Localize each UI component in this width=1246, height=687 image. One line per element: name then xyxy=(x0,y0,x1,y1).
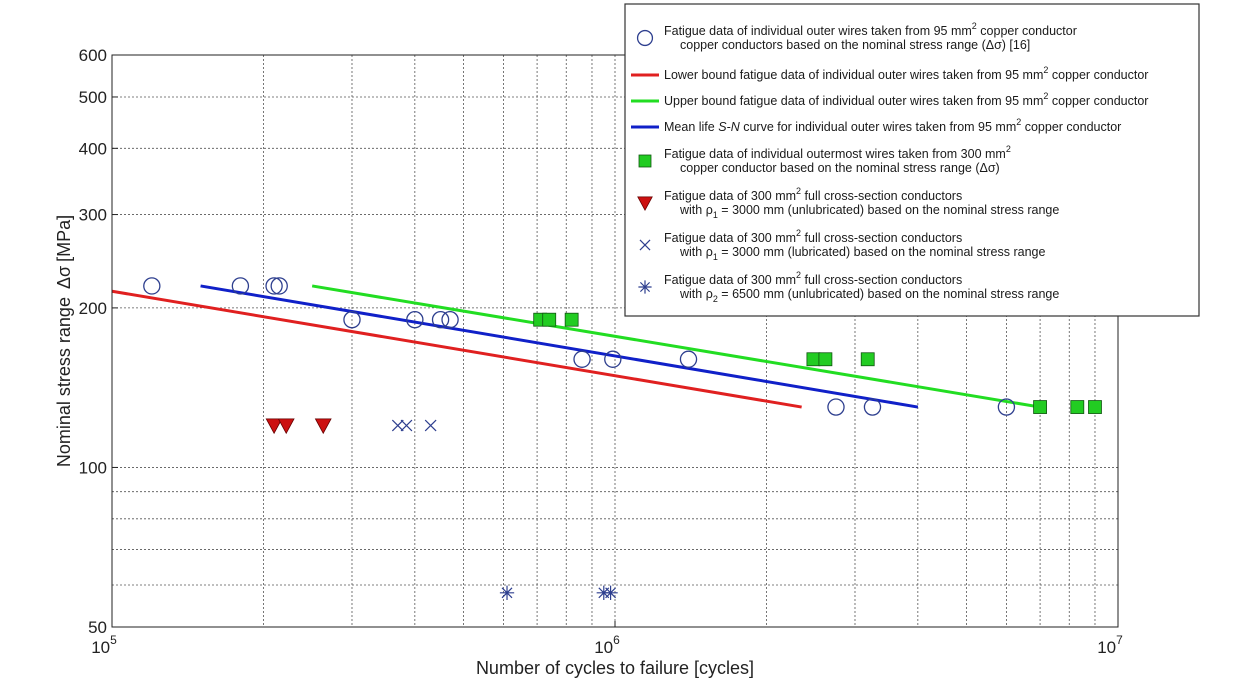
data-point-4-2 xyxy=(564,312,579,327)
y-tick-label: 100 xyxy=(79,458,107,477)
legend-entry-2: Upper bound fatigue data of individual o… xyxy=(631,91,1148,108)
legend-label-line2-5: with ρ1 = 3000 mm (unlubricated) based o… xyxy=(679,203,1059,220)
data-point-4-6 xyxy=(1033,400,1047,414)
y-tick-label: 300 xyxy=(79,206,107,225)
legend-label-1: Lower bound fatigue data of individual o… xyxy=(664,65,1148,82)
data-point-5-0 xyxy=(265,418,283,435)
data-point-0-2 xyxy=(265,277,283,295)
data-point-4-3 xyxy=(806,352,821,367)
legend-label-line2-7: with ρ2 = 6500 mm (unlubricated) based o… xyxy=(679,287,1059,304)
legend-entry-7: Fatigue data of 300 mm2 full cross-secti… xyxy=(638,270,1059,304)
legend-box xyxy=(624,3,1200,317)
legend-symbol-4 xyxy=(638,154,652,168)
data-point-4-1 xyxy=(542,312,557,327)
legend-entry-1: Lower bound fatigue data of individual o… xyxy=(631,65,1148,82)
data-point-5-2 xyxy=(314,418,332,435)
data-point-0-9 xyxy=(604,350,622,368)
legend-label-line2-0: copper conductors based on the nominal s… xyxy=(680,38,1030,52)
data-point-0-6 xyxy=(431,310,450,329)
data-point-4-4 xyxy=(818,352,833,367)
x-tick-label: 105 xyxy=(91,633,117,657)
data-point-4-7 xyxy=(1070,400,1085,414)
legend-label-4: Fatigue data of individual outermost wir… xyxy=(664,144,1011,161)
legend-entry-0: Fatigue data of individual outer wires t… xyxy=(636,21,1077,52)
x-tick-label: 106 xyxy=(594,633,620,657)
fit-line-1 xyxy=(111,289,802,409)
legend-symbol-6 xyxy=(639,239,651,251)
legend-label-line2-6: with ρ1 = 3000 mm (lubricated) based on … xyxy=(679,245,1045,262)
legend-label-line2-4: copper conductor based on the nominal st… xyxy=(680,161,1000,175)
data-point-0-4 xyxy=(343,310,361,329)
y-tick-label: 50 xyxy=(88,618,107,637)
legend-symbol-5 xyxy=(637,196,653,212)
data-point-6-1 xyxy=(400,419,413,432)
data-point-0-11 xyxy=(827,398,845,416)
data-point-0-8 xyxy=(573,350,591,368)
data-point-7-0 xyxy=(499,585,515,600)
legend-label-7: Fatigue data of 300 mm2 full cross-secti… xyxy=(664,270,962,287)
y-tick-label: 200 xyxy=(79,299,107,318)
data-point-0-10 xyxy=(679,350,698,368)
x-axis-ticks: 105 106 107 xyxy=(91,621,1123,657)
legend-entry-6: Fatigue data of 300 mm2 full cross-secti… xyxy=(639,228,1045,262)
data-point-6-2 xyxy=(424,419,437,432)
data-point-0-5 xyxy=(406,310,424,329)
y-tick-label: 500 xyxy=(79,88,107,107)
legend-symbol-7 xyxy=(638,280,652,294)
legend-label-2: Upper bound fatigue data of individual o… xyxy=(664,91,1148,108)
data-point-7-2 xyxy=(603,585,618,600)
x-axis-title: Number of cycles to failure [cycles] xyxy=(476,658,754,678)
fit-line-2 xyxy=(311,284,1041,409)
x-tick-label: 107 xyxy=(1097,633,1123,657)
legend-label-0: Fatigue data of individual outer wires t… xyxy=(664,21,1077,38)
legend: Fatigue data of individual outer wires t… xyxy=(624,3,1200,317)
y-tick-label: 600 xyxy=(79,46,107,65)
legend-symbol-0 xyxy=(636,29,654,47)
y-axis-ticks: 50 100 200 300 400 500 600 xyxy=(79,46,118,637)
data-point-5-1 xyxy=(277,418,295,435)
y-axis-title: Nominal stress rangeΔσ[MPa] xyxy=(54,215,74,467)
y-tick-label: 400 xyxy=(79,139,107,158)
data-point-0-3 xyxy=(270,277,288,295)
data-point-0-7 xyxy=(441,310,459,329)
legend-entry-4: Fatigue data of individual outermost wir… xyxy=(638,144,1011,175)
data-point-4-5 xyxy=(860,352,875,367)
data-point-0-13 xyxy=(997,398,1016,416)
data-point-0-0 xyxy=(143,277,161,295)
legend-label-3: Mean life S-N curve for individual outer… xyxy=(664,117,1121,134)
legend-entry-5: Fatigue data of 300 mm2 full cross-secti… xyxy=(637,186,1059,220)
data-markers xyxy=(143,277,1102,600)
data-point-0-12 xyxy=(863,398,882,416)
legend-entry-3: Mean life S-N curve for individual outer… xyxy=(631,117,1121,134)
legend-label-5: Fatigue data of 300 mm2 full cross-secti… xyxy=(664,186,962,203)
legend-label-6: Fatigue data of 300 mm2 full cross-secti… xyxy=(664,228,962,245)
data-point-4-8 xyxy=(1088,400,1102,414)
data-point-6-0 xyxy=(391,419,404,432)
data-point-0-1 xyxy=(231,277,250,295)
fit-lines xyxy=(111,284,1041,409)
fit-line-3 xyxy=(200,284,919,409)
